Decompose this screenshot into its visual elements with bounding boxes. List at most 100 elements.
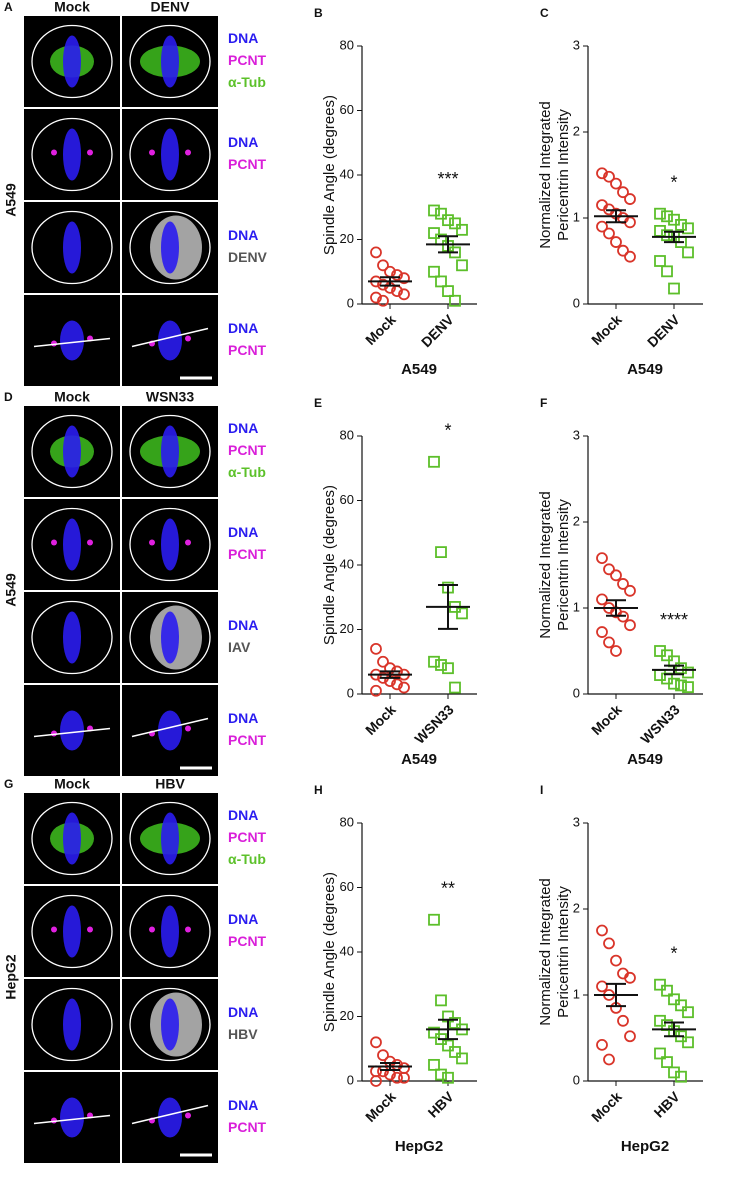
spindle-axis bbox=[131, 1104, 209, 1125]
dna bbox=[63, 128, 81, 181]
y-axis-label: Normalized Integrated bbox=[537, 491, 554, 639]
dna bbox=[161, 518, 179, 571]
data-point bbox=[682, 222, 694, 235]
column-header: WSN33 bbox=[146, 389, 194, 405]
pcnt bbox=[51, 539, 57, 546]
y-tick-label: 3 bbox=[573, 37, 580, 52]
cell-outline bbox=[129, 210, 211, 285]
category-label: HBV bbox=[425, 1088, 458, 1121]
error-bar bbox=[606, 599, 626, 617]
dna bbox=[63, 221, 81, 274]
data-point bbox=[603, 563, 615, 576]
y-axis-label: Normalized Integrated bbox=[537, 101, 554, 249]
dna bbox=[158, 1097, 182, 1138]
data-point bbox=[624, 193, 636, 205]
error-bar bbox=[606, 982, 626, 1008]
y-tick-label: 40 bbox=[340, 556, 354, 571]
dna bbox=[63, 35, 81, 88]
channel-label: DNA bbox=[228, 710, 258, 726]
data-point bbox=[661, 229, 673, 242]
channel-label: PCNT bbox=[228, 52, 267, 68]
data-point bbox=[603, 227, 615, 240]
data-point bbox=[456, 1052, 468, 1065]
significance: ** bbox=[441, 879, 455, 899]
channel-label: PCNT bbox=[228, 342, 267, 358]
data-point bbox=[435, 659, 447, 671]
cell-outline bbox=[31, 24, 113, 99]
dna bbox=[63, 905, 81, 958]
dna bbox=[60, 1097, 84, 1138]
data-point bbox=[596, 167, 608, 180]
data-point bbox=[370, 291, 382, 304]
cell-outline bbox=[31, 801, 113, 876]
data-point bbox=[596, 220, 608, 233]
column-header: Mock bbox=[54, 776, 90, 792]
pcnt bbox=[149, 149, 155, 156]
spindle-axis bbox=[131, 327, 209, 348]
cell-line-label: A549 bbox=[3, 573, 19, 607]
channel-label: PCNT bbox=[228, 732, 267, 748]
data-point bbox=[435, 994, 447, 1007]
y-tick-label: 3 bbox=[573, 427, 580, 442]
spindle-axis bbox=[33, 727, 111, 738]
pcnt bbox=[185, 1112, 191, 1119]
panel-letter: F bbox=[540, 396, 547, 410]
data-point bbox=[661, 984, 673, 997]
significance: * bbox=[670, 172, 677, 192]
data-point bbox=[610, 954, 622, 967]
dna bbox=[161, 998, 179, 1051]
dna bbox=[60, 710, 84, 751]
cell-outline bbox=[31, 894, 113, 969]
y-tick-label: 40 bbox=[340, 166, 354, 181]
data-point bbox=[442, 1039, 454, 1052]
y-tick-label: 2 bbox=[573, 900, 580, 915]
dna bbox=[161, 128, 179, 181]
cell-outline bbox=[31, 600, 113, 675]
error-bar bbox=[664, 664, 684, 676]
data-point bbox=[428, 655, 440, 668]
data-point bbox=[624, 250, 636, 263]
data-point bbox=[603, 1053, 615, 1066]
y-tick-label: 60 bbox=[340, 492, 354, 507]
data-point bbox=[610, 177, 622, 190]
y-tick-label: 0 bbox=[573, 1072, 580, 1087]
significance: * bbox=[670, 943, 677, 963]
pcnt bbox=[185, 149, 191, 156]
data-point bbox=[610, 645, 622, 657]
dna bbox=[161, 905, 179, 958]
pcnt bbox=[185, 926, 191, 933]
y-tick-label: 3 bbox=[573, 814, 580, 829]
y-axis-label: Normalized Integrated bbox=[537, 878, 554, 1026]
y-tick-label: 80 bbox=[340, 814, 354, 829]
data-point bbox=[370, 1075, 382, 1087]
y-tick-label: 0 bbox=[573, 295, 580, 310]
data-point bbox=[603, 170, 615, 183]
category-label: Mock bbox=[588, 701, 625, 738]
panel-letter: B bbox=[314, 6, 323, 20]
pcnt bbox=[149, 539, 155, 546]
y-tick-label: 0 bbox=[347, 295, 354, 310]
dna bbox=[161, 425, 179, 478]
error-bar bbox=[380, 1061, 400, 1072]
cell-outline bbox=[31, 117, 113, 192]
data-point bbox=[435, 275, 447, 288]
cell-outline bbox=[129, 894, 211, 969]
data-point bbox=[456, 607, 468, 620]
dna bbox=[161, 221, 179, 274]
data-point bbox=[682, 681, 694, 694]
channel-label: DNA bbox=[228, 1097, 258, 1113]
data-point bbox=[428, 204, 440, 217]
y-tick-label: 0 bbox=[347, 685, 354, 700]
spindle-axis bbox=[33, 337, 111, 348]
data-point bbox=[596, 980, 608, 993]
data-point bbox=[435, 1068, 447, 1081]
data-point bbox=[428, 265, 440, 278]
dna bbox=[63, 812, 81, 865]
x-axis-label: HepG2 bbox=[621, 1138, 669, 1155]
error-bar bbox=[380, 276, 400, 287]
y-axis-label: Spindle Angle (degrees) bbox=[321, 485, 338, 645]
y-axis-label: Pericentrin Intensity bbox=[555, 886, 572, 1018]
data-point bbox=[449, 294, 461, 307]
data-point bbox=[449, 217, 461, 230]
x-axis-label: A549 bbox=[401, 361, 437, 378]
